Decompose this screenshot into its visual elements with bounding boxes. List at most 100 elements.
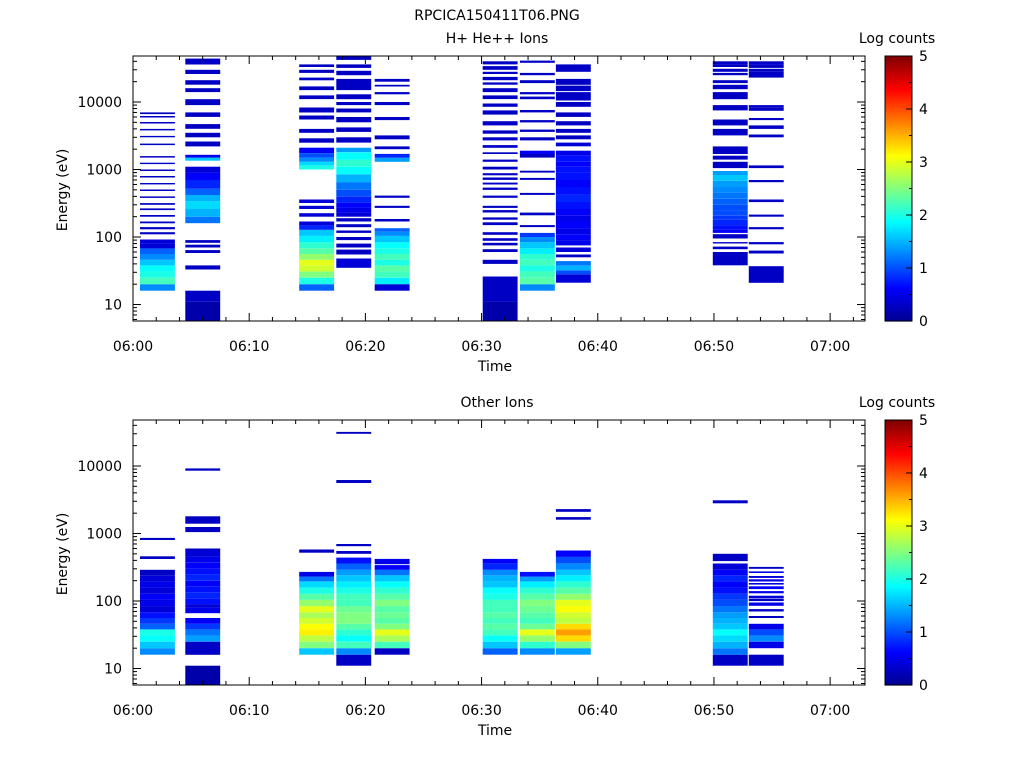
heatmap-cell [336, 147, 372, 153]
colorbar-segment [885, 102, 912, 106]
heatmap-cell [519, 576, 555, 582]
colorbar-segment [885, 287, 912, 291]
colorbar-segment [885, 609, 912, 613]
heatmap-cell [712, 210, 748, 216]
colorbar-tick-label: 5 [919, 413, 928, 429]
colorbar-segment [885, 537, 912, 540]
y-tick-label: 10 [104, 298, 122, 314]
heatmap-cell [712, 72, 748, 76]
colorbar-segment [885, 539, 912, 543]
colorbar-segment [885, 616, 912, 620]
colorbar-segment [885, 195, 912, 198]
heatmap-cell [482, 618, 518, 624]
colorbar-segment [885, 212, 912, 216]
heatmap-cell [185, 216, 221, 224]
heatmap-cell [555, 563, 591, 570]
heatmap-cell [185, 194, 221, 202]
heatmap-cell [555, 265, 591, 271]
colorbar-segment [885, 124, 912, 128]
panel-title: Other Ions [460, 395, 533, 411]
colorbar-segment [885, 587, 912, 591]
x-tick-label: 06:20 [345, 339, 385, 355]
heatmap-cell [555, 581, 591, 588]
colorbar-segment [885, 199, 912, 203]
heatmap-cell [336, 182, 372, 190]
heatmap-cell [140, 208, 175, 211]
heatmap-cell [374, 648, 410, 655]
heatmap-cell [748, 199, 784, 203]
heatmap-cell [140, 135, 175, 138]
heatmap-cell [374, 157, 410, 162]
colorbar-segment [885, 459, 912, 463]
heatmap-cell [482, 130, 518, 134]
heatmap-cell [336, 563, 372, 570]
heatmap-cell [555, 172, 591, 180]
colorbar-segment [885, 245, 912, 249]
colorbar-segment [885, 594, 912, 598]
heatmap-cell [482, 110, 518, 115]
heatmap-cell [336, 108, 372, 113]
colorbar-segment [885, 64, 912, 68]
heatmap-cell [374, 84, 410, 87]
heatmap-cell [299, 648, 335, 655]
heatmap-cell [299, 235, 335, 243]
heatmap-cell [140, 122, 175, 124]
colorbar-segment [885, 58, 912, 62]
colorbar-segment [885, 89, 912, 92]
heatmap-cell [185, 124, 221, 129]
colorbar-segment [885, 528, 912, 532]
heatmap-cell [555, 128, 591, 133]
heatmap-cell [185, 69, 221, 74]
heatmap-cell [185, 180, 221, 189]
heatmap-cell [299, 593, 335, 600]
heatmap-cell [185, 88, 221, 93]
heatmap-cell [482, 195, 518, 198]
colorbar-segment [885, 636, 912, 640]
heatmap-cell [519, 92, 555, 95]
heatmap-cell [374, 599, 410, 607]
heatmap-cell [140, 618, 175, 624]
heatmap-cell [712, 119, 748, 126]
heatmap-cell [299, 213, 335, 217]
colorbar-segment [885, 206, 912, 209]
heatmap-cell [185, 574, 221, 581]
colorbar-segment [885, 69, 912, 73]
colorbar-segment [885, 439, 912, 443]
colorbar-segment [885, 162, 912, 165]
colorbar-segment [885, 638, 912, 642]
x-tick-label: 06:50 [694, 703, 734, 719]
colorbar-segment [885, 175, 912, 179]
colorbar-segment [885, 217, 912, 221]
heatmap-cell [748, 595, 784, 599]
heatmap-cell [748, 629, 784, 636]
heatmap-cell [336, 212, 372, 217]
colorbar-segment [885, 481, 912, 485]
x-tick-label: 06:40 [578, 703, 618, 719]
colorbar-segment [885, 437, 912, 441]
heatmap-cell [336, 127, 372, 132]
heatmap-cell [482, 137, 518, 141]
colorbar-segment [885, 563, 912, 567]
colorbar-segment [885, 270, 912, 274]
colorbar-segment [885, 510, 912, 514]
heatmap-cell [140, 169, 175, 171]
heatmap-cell [555, 221, 591, 229]
heatmap-cell [519, 265, 555, 272]
heatmap-cell [140, 248, 175, 254]
colorbar-segment [885, 259, 912, 262]
heatmap-cell [140, 162, 175, 165]
colorbar-segment [885, 442, 912, 445]
heatmap-cell [482, 612, 518, 618]
colorbar-segment [885, 197, 912, 201]
colorbar-tick-label: 5 [919, 49, 928, 65]
heatmap-cell [712, 215, 748, 220]
heatmap-cell [140, 254, 175, 260]
colorbar-segment [885, 656, 912, 660]
heatmap-cell [482, 76, 518, 81]
heatmap-cell [482, 648, 518, 655]
heatmap-cell [140, 259, 175, 266]
heatmap-cell [482, 232, 518, 235]
colorbar-segment [885, 82, 912, 86]
heatmap-cell [140, 648, 175, 655]
